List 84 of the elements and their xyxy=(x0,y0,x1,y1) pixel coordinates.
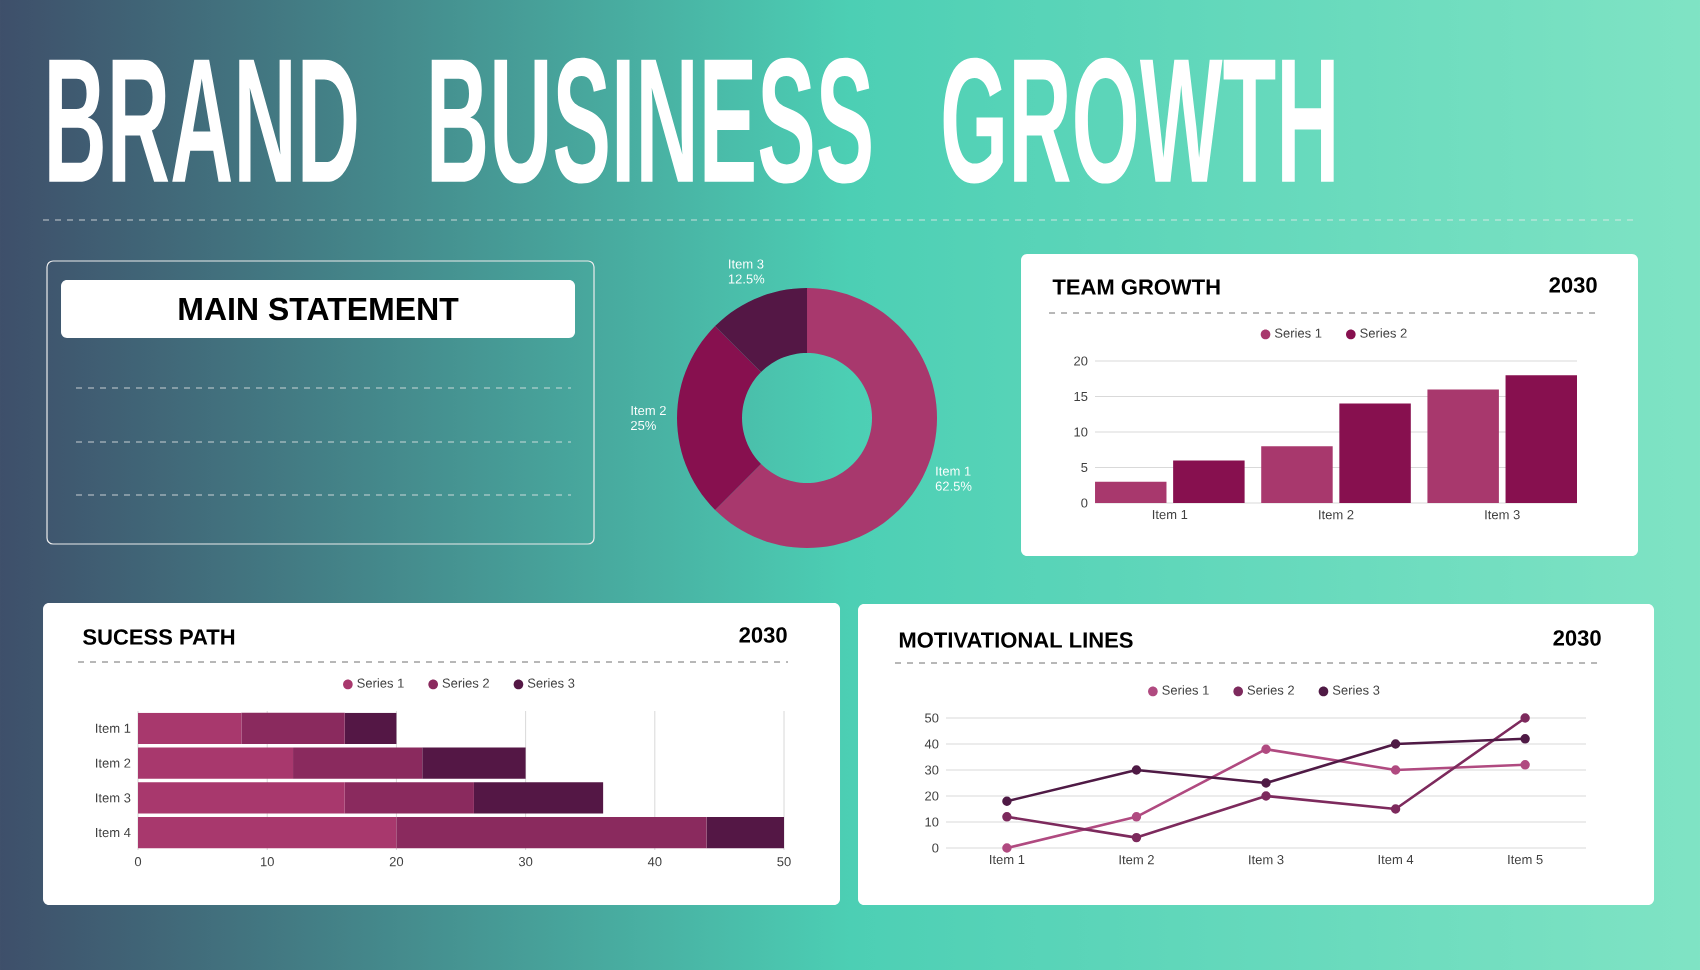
legend-label: Series 3 xyxy=(527,678,575,688)
x-tick-label: Item 3 xyxy=(1485,510,1520,520)
x-tick-label: Item 1 xyxy=(990,855,1025,865)
legend-label: Series 2 xyxy=(1247,685,1294,695)
chart-subtitle: 2030 xyxy=(739,627,787,643)
bar xyxy=(396,817,707,849)
bar xyxy=(1427,389,1499,504)
bar xyxy=(1505,375,1578,504)
legend-label: Series 1 xyxy=(1274,328,1322,338)
slice-label: Item 2 xyxy=(631,405,666,416)
x-tick-label: Item 1 xyxy=(1152,510,1188,520)
y-tick-label: 20 xyxy=(1074,356,1088,366)
bar xyxy=(706,817,785,849)
bar xyxy=(241,712,345,745)
data-label: 25% xyxy=(631,420,656,431)
y-tick-label: 10 xyxy=(1074,427,1088,437)
bar xyxy=(1173,460,1245,504)
bar xyxy=(1339,403,1411,504)
text: BRAND BUSINESS GROWTH xyxy=(49,57,1334,184)
data-label: 62.5% xyxy=(935,481,972,491)
bar xyxy=(344,782,474,814)
legend-label: Series 1 xyxy=(357,678,404,688)
x-tick-label: 0 xyxy=(134,857,142,867)
point xyxy=(1131,832,1142,843)
bar xyxy=(473,782,604,814)
point xyxy=(1131,765,1142,775)
y-tick-label: 20 xyxy=(925,791,939,801)
bar xyxy=(1261,446,1333,504)
bar xyxy=(344,712,397,745)
x-tick-label: Item 3 xyxy=(1249,855,1284,865)
legend-label: Series 2 xyxy=(442,678,489,688)
y-tick-label: 10 xyxy=(925,817,939,827)
point xyxy=(1390,739,1401,749)
point xyxy=(1002,812,1012,822)
text: MAIN STATEMENT xyxy=(179,297,459,321)
data-label: 12.5% xyxy=(728,274,765,284)
y-tick-label: Item 4 xyxy=(96,828,131,838)
x-tick-label: Item 4 xyxy=(1378,855,1414,865)
legend-label: Series 3 xyxy=(1332,685,1380,695)
point xyxy=(1002,843,1012,853)
bar xyxy=(138,747,294,779)
point xyxy=(1261,791,1271,801)
point xyxy=(1520,713,1530,723)
chart-subtitle: 2030 xyxy=(1553,630,1601,646)
legend-label: Series 1 xyxy=(1162,685,1209,695)
slice-label: Item 1 xyxy=(936,466,971,476)
point xyxy=(1520,734,1530,744)
point xyxy=(1002,796,1012,806)
chart-title: SUCESS PATH xyxy=(83,629,235,645)
y-tick-label: 0 xyxy=(932,843,939,853)
bar xyxy=(293,747,423,779)
point xyxy=(1261,744,1271,754)
chart-title: TEAM GROWTH xyxy=(1052,279,1220,295)
x-tick-label: 40 xyxy=(647,857,662,867)
x-tick-label: 20 xyxy=(389,857,404,867)
bar xyxy=(138,712,242,745)
point xyxy=(1131,812,1142,822)
y-tick-label: 15 xyxy=(1074,391,1088,402)
y-tick-label: Item 2 xyxy=(96,758,131,768)
bar xyxy=(1095,481,1167,504)
bar xyxy=(138,817,397,849)
y-tick-label: 0 xyxy=(1081,498,1088,508)
y-tick-label: 50 xyxy=(925,713,939,723)
bar xyxy=(138,782,345,814)
y-tick-label: 30 xyxy=(924,765,939,775)
legend-label: Series 2 xyxy=(1360,328,1407,338)
point xyxy=(1390,804,1401,814)
x-tick-label: 50 xyxy=(777,857,791,867)
point xyxy=(1390,765,1401,775)
point xyxy=(1520,760,1530,770)
x-tick-label: Item 2 xyxy=(1119,855,1154,865)
y-tick-label: 5 xyxy=(1081,462,1088,473)
x-tick-label: 10 xyxy=(260,857,274,867)
y-tick-label: Item 3 xyxy=(96,793,131,803)
slice-label: Item 3 xyxy=(729,259,764,269)
x-tick-label: Item 5 xyxy=(1508,855,1543,865)
bar xyxy=(422,747,526,779)
point xyxy=(1261,778,1271,788)
chart-title: MOTIVATIONAL LINES xyxy=(899,632,1133,648)
chart-subtitle: 2030 xyxy=(1549,277,1597,293)
x-tick-label: 30 xyxy=(518,857,533,867)
y-tick-label: Item 1 xyxy=(96,723,131,733)
y-tick-label: 40 xyxy=(924,739,939,749)
x-tick-label: Item 2 xyxy=(1319,510,1354,520)
